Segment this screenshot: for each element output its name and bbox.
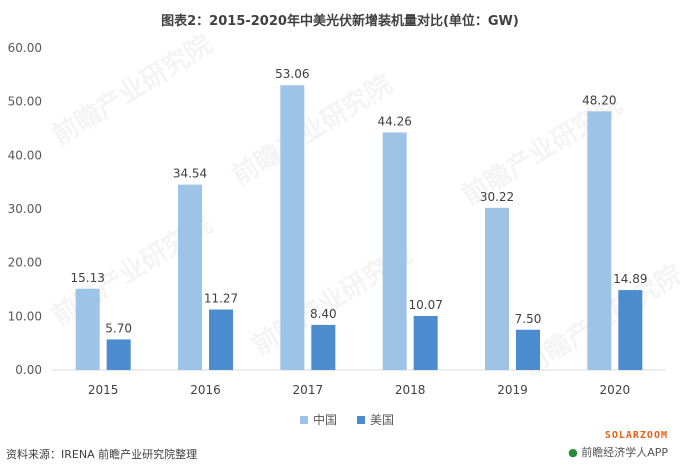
legend-item-china: 中国 (300, 411, 337, 428)
data-label-usa: 7.50 (515, 312, 542, 326)
x-tick-label: 2020 (600, 383, 631, 397)
data-label-china: 30.22 (480, 190, 514, 204)
brand-subtitle: ● 前瞻经济学人APP (568, 444, 668, 460)
legend-swatch-china (300, 415, 308, 424)
y-tick-label: 40.00 (8, 148, 42, 162)
chart-title: 图表2：2015-2020年中美光伏新增装机量对比(单位：GW) (161, 14, 519, 29)
y-tick-label: 60.00 (8, 41, 42, 55)
y-tick-label: 30.00 (8, 202, 42, 216)
data-label-usa: 11.27 (204, 292, 238, 306)
source-note: 资料来源：IRENA 前瞻产业研究院整理 (6, 448, 198, 461)
brand-subtitle-text: 前瞻经济学人APP (581, 446, 668, 459)
bar-usa (106, 339, 131, 370)
y-tick-label: 20.00 (8, 256, 42, 270)
brand-block: SOLARZOOM ● 前瞻经济学人APP (568, 430, 668, 460)
data-label-china: 48.20 (582, 93, 616, 107)
x-tick-label: 2017 (293, 383, 324, 397)
y-tick-label: 0.00 (15, 363, 42, 377)
bar-china (178, 184, 202, 370)
bar-usa (413, 315, 438, 370)
legend-label-usa: 美国 (370, 413, 395, 427)
bar-china (280, 85, 305, 371)
bar-china (75, 288, 100, 370)
legend-item-usa: 美国 (357, 411, 394, 428)
y-tick-label: 10.00 (8, 309, 42, 323)
bar-usa (209, 309, 233, 370)
brand-logo: SOLARZOOM (604, 430, 668, 441)
bar-usa (311, 324, 336, 370)
data-label-usa: 8.40 (310, 307, 337, 321)
x-tick-label: 2019 (497, 383, 528, 397)
y-tick-label: 50.00 (8, 95, 42, 109)
data-label-china: 53.06 (275, 67, 309, 81)
data-label-usa: 5.70 (105, 321, 132, 335)
x-tick-label: 2015 (88, 383, 119, 397)
legend-swatch-usa (357, 415, 366, 424)
x-tick-label: 2018 (395, 383, 426, 397)
legend-label-china: 中国 (313, 413, 338, 427)
x-tick-label: 2016 (190, 383, 221, 397)
bar-usa (618, 290, 643, 370)
data-label-china: 44.26 (377, 114, 411, 128)
bar-usa (516, 329, 540, 370)
legend: 中国 美国 (300, 411, 394, 428)
data-label-usa: 10.07 (408, 298, 442, 312)
bar-china (382, 132, 407, 370)
brand-dot-icon: ● (568, 446, 578, 459)
data-label-china: 15.13 (70, 271, 104, 285)
bar-china (485, 207, 509, 370)
data-label-usa: 14.89 (613, 272, 647, 286)
bar-china (587, 111, 612, 371)
data-label-china: 34.54 (173, 167, 207, 181)
